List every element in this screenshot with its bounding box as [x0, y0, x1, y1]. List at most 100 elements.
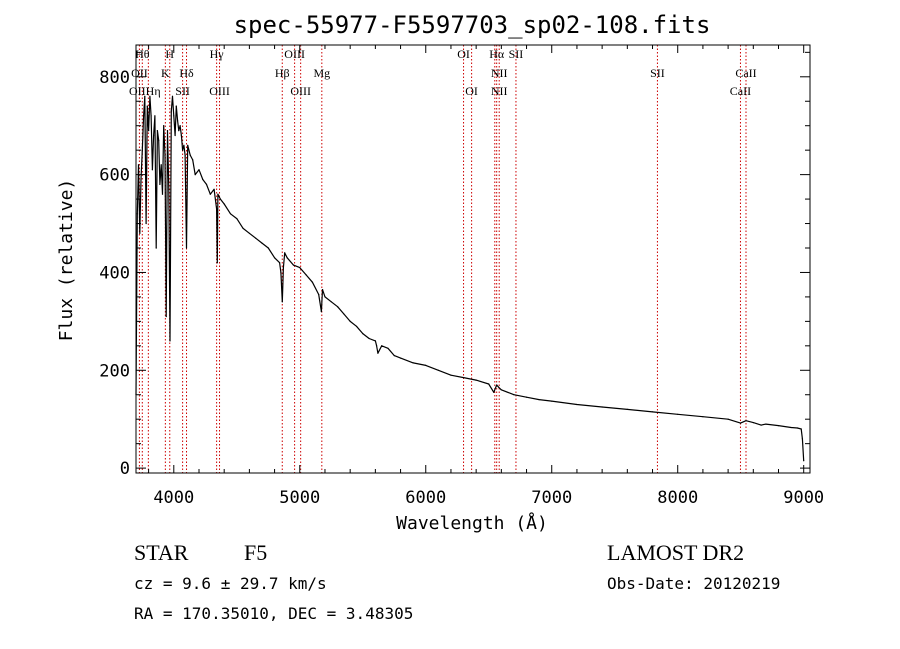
spectrum-point-100 [498, 386, 500, 388]
spectrum-point-88 [387, 347, 389, 349]
spectrum-point-121 [800, 428, 802, 430]
spectrum-point-12 [150, 115, 152, 117]
spectrum-point-90 [400, 357, 402, 359]
spectrum-point-70 [299, 267, 301, 269]
line-label-17: OIII [209, 84, 230, 98]
spectrum-point-74 [320, 311, 322, 313]
line-label-10: Hβ [275, 66, 290, 80]
line-label-4: OI [457, 47, 470, 61]
spectrum-point-31 [174, 134, 176, 137]
spectrum-point-19 [159, 183, 161, 185]
spectrum-point-106 [576, 403, 578, 406]
x-tick-label-5: 9000 [783, 488, 824, 508]
spectrum-series [135, 95, 805, 462]
spectrum-point-13 [151, 169, 153, 171]
spectrum-point-48 [209, 193, 211, 195]
line-label-7: OII [131, 66, 148, 80]
survey-name: LAMOST DR2 [607, 540, 744, 565]
spectrum-point-79 [343, 313, 345, 315]
spectrum-point-28 [170, 110, 172, 112]
spectrum-point-36 [180, 134, 182, 137]
line-label-14: CaII [735, 66, 756, 80]
spectrum-point-104 [538, 399, 540, 401]
spectrum-point-26 [168, 188, 170, 190]
plot-frame [135, 44, 811, 474]
spectrum-point-107 [601, 406, 603, 408]
line-label-11: Mg [313, 66, 330, 80]
radec-text: RA = 170.35010, DEC = 3.48305 [134, 604, 413, 623]
spectrum-point-2 [137, 164, 140, 166]
spectrum-point-62 [274, 257, 276, 259]
spectrum-point-20 [160, 164, 162, 166]
spectrum-point-51 [216, 262, 218, 264]
spectrum-point-108 [626, 408, 628, 410]
spectrum-point-44 [194, 174, 196, 176]
line-label-12: NII [491, 66, 508, 80]
line-label-20: NII [491, 84, 508, 98]
spectrum-point-118 [777, 425, 780, 427]
spectrum-point-9 [146, 105, 148, 107]
spectrum-point-10 [148, 130, 150, 132]
spectrum-point-98 [493, 391, 495, 393]
line-label-15: OIIHη [129, 84, 161, 98]
spectrum-point-57 [242, 227, 244, 229]
spectrum-point-40 [185, 247, 188, 249]
spectrum-point-78 [337, 306, 339, 308]
spectrum-point-99 [496, 384, 498, 386]
spectrum-point-91 [412, 362, 414, 364]
x-tick-label-2: 6000 [405, 488, 446, 508]
spectrum-point-17 [156, 130, 158, 132]
spectrum-point-4 [140, 178, 142, 181]
x-tick-label-0: 4000 [153, 488, 194, 508]
spectrum-point-32 [175, 105, 177, 107]
spectrum-point-3 [139, 232, 141, 234]
line-label-18: OIII [290, 84, 311, 98]
spectrum-point-65 [281, 301, 283, 303]
spectrum-point-81 [355, 325, 358, 327]
spectrum-point-52 [217, 193, 219, 195]
spectrum-point-46 [202, 178, 204, 181]
spectrum-point-61 [267, 247, 269, 249]
spectrum-point-55 [229, 213, 232, 215]
spectrum-point-75 [321, 289, 324, 291]
line-label-13: SII [650, 66, 665, 80]
y-tick-label-2: 400 [99, 263, 130, 283]
spectrum-point-49 [213, 188, 215, 190]
spectrum-point-41 [187, 144, 189, 146]
spectrum-point-7 [144, 95, 146, 97]
object-subclass: F5 [244, 540, 267, 565]
line-label-2: Hγ [210, 47, 225, 61]
spectrum-point-73 [318, 293, 320, 296]
spectrum-point-76 [324, 296, 326, 298]
spectrum-point-69 [292, 264, 295, 266]
spectrum-point-96 [475, 379, 477, 381]
spectrum-point-68 [286, 257, 288, 259]
spectrum-point-11 [149, 95, 151, 97]
y-axis-label: Flux (relative) [56, 179, 77, 342]
spectrum-point-56 [236, 218, 238, 220]
spectrum-point-47 [205, 183, 208, 185]
spectrum-point-27 [169, 340, 171, 342]
spectrum-point-22 [163, 125, 165, 127]
line-label-21: CaII [730, 84, 751, 98]
line-label-8: K [161, 66, 170, 80]
line-label-9: Hδ [179, 66, 194, 80]
spectrum-point-63 [279, 262, 281, 264]
spectrum-point-14 [153, 134, 155, 137]
spectrum-point-25 [166, 130, 169, 132]
x-tick-label-1: 5000 [279, 488, 320, 508]
spectrum-point-33 [177, 120, 179, 122]
spectrum-point-93 [437, 369, 439, 371]
spectrum-point-116 [760, 424, 762, 426]
spectrum-point-94 [450, 374, 452, 376]
spectrum-point-53 [219, 198, 221, 200]
object-class: STAR [134, 540, 189, 565]
spectrum-point-117 [765, 423, 767, 425]
spectrum-point-43 [192, 159, 194, 161]
spectrum-point-119 [790, 426, 792, 429]
spectrum-point-1 [136, 213, 138, 215]
x-axis-label: Wavelength (Å) [396, 512, 548, 534]
line-label-16: SII [175, 84, 190, 98]
spectrum-point-84 [374, 340, 376, 342]
